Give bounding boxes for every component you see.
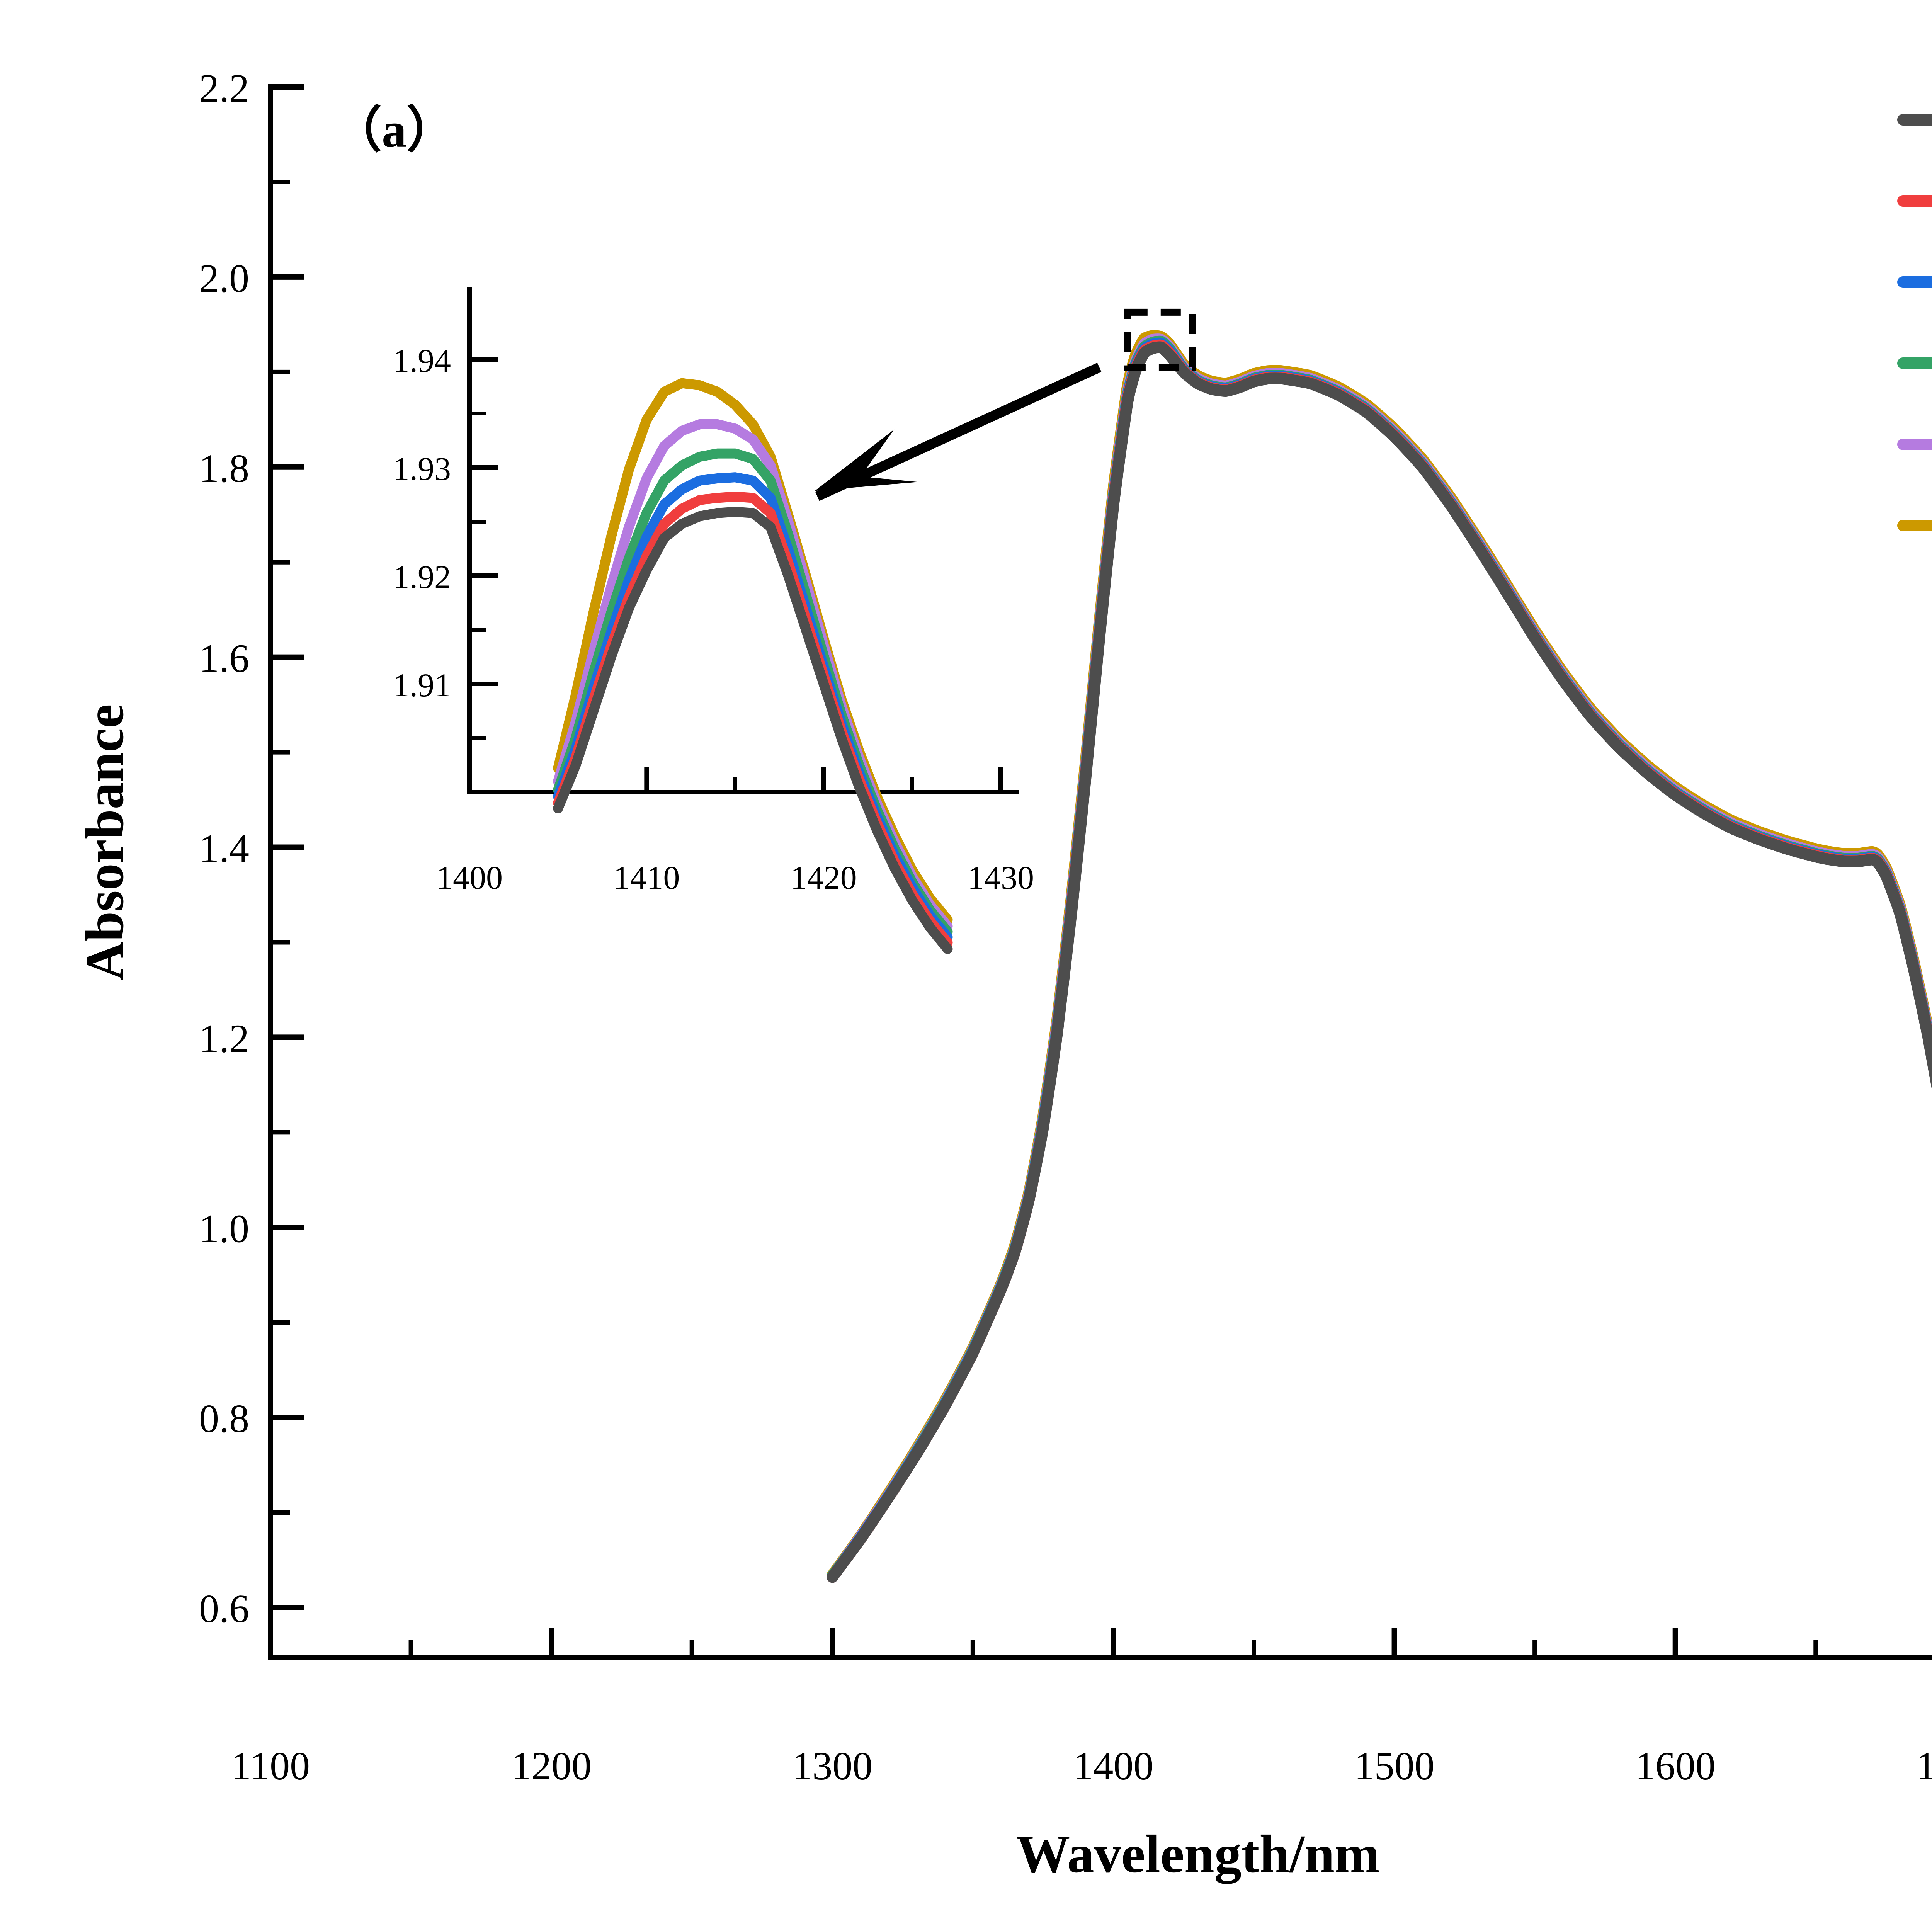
y-tick-label: 1.0 (199, 1206, 249, 1251)
legend-item[interactable]: 36℃ (1897, 260, 1932, 308)
y-tick-label: 2.0 (199, 256, 249, 301)
highlight-box (1124, 308, 1196, 371)
y-tick-label: 1.8 (199, 446, 249, 491)
main-curve (827, 337, 1932, 1583)
x-axis-title: Wavelength/nm (1016, 1824, 1379, 1884)
y-tick-label: 0.6 (199, 1587, 249, 1631)
main-curve (827, 330, 1932, 1581)
inset-x-tick-label: 1420 (791, 859, 857, 896)
inset-y-tick-label: 1.94 (393, 342, 451, 379)
main-curve (827, 339, 1932, 1583)
panel-label: （a） (332, 103, 456, 158)
main-curve (827, 341, 1932, 1583)
inset-y-ticks (469, 357, 498, 740)
y-tick-label: 0.8 (199, 1396, 249, 1441)
main-axes (268, 84, 1932, 1660)
y-tick-label: 2.2 (199, 66, 249, 111)
inset-curves (553, 378, 953, 954)
inset-x-tick-label: 1410 (613, 859, 680, 896)
inset-curve (553, 507, 953, 954)
main-x-tick-labels: 11001200130014001500160017001800 (231, 1744, 1932, 1788)
main-curve (827, 335, 1932, 1582)
inset-y-tick-labels: 1.91 1.92 1.93 1.94 (393, 342, 451, 704)
x-tick-label: 1600 (1635, 1744, 1716, 1788)
annotation-arrow-icon (815, 362, 1102, 501)
inset-x-ticks (467, 767, 1003, 792)
inset-x-tick-label: 1430 (968, 859, 1034, 896)
inset-x-tick-label: 1400 (436, 859, 503, 896)
main-curve (827, 333, 1932, 1582)
main-x-ticks (268, 1628, 1818, 1658)
arrow-head-icon (815, 429, 918, 491)
y-axis-title: Absorbance (75, 704, 135, 981)
y-tick-label: 1.4 (199, 827, 249, 871)
legend-item[interactable]: 37℃ (1897, 341, 1932, 389)
zoom-highlight-box (1124, 308, 1196, 371)
inset-plot-group: 1400 1410 1420 1430 1.91 1.92 1.93 1.94 (393, 287, 1034, 954)
inset-axes (467, 287, 1019, 794)
inset-y-tick-label: 1.91 (393, 667, 451, 704)
main-plot-group: 11001200130014001500160017001800 0.60.81… (199, 66, 1932, 1788)
legend: 34℃ 35℃ 36℃ 37℃ 38℃ 39℃ (1897, 98, 1932, 551)
x-tick-label: 1500 (1354, 1744, 1435, 1788)
main-y-ticks (270, 84, 304, 1610)
y-tick-label: 1.6 (199, 636, 249, 681)
arrow-shaft (815, 362, 1102, 501)
legend-item[interactable]: 39℃ (1897, 503, 1932, 551)
main-y-tick-labels: 0.6 0.8 1.0 1.2 1.4 1.6 1.8 2.0 2.2 (199, 66, 249, 1631)
x-tick-label: 1700 (1916, 1744, 1932, 1788)
x-tick-label: 1400 (1073, 1744, 1153, 1788)
x-tick-label: 1200 (511, 1744, 592, 1788)
x-tick-label: 1100 (231, 1744, 310, 1788)
inset-y-tick-label: 1.93 (393, 450, 451, 487)
inset-x-tick-labels: 1400 1410 1420 1430 (436, 859, 1034, 896)
legend-item[interactable]: 34℃ (1897, 98, 1932, 146)
legend-item[interactable]: 35℃ (1897, 179, 1932, 227)
main-axis-lines (268, 84, 1932, 1660)
legend-item[interactable]: 38℃ (1897, 422, 1932, 470)
inset-axis-lines (467, 287, 1019, 794)
y-tick-label: 1.2 (199, 1016, 249, 1061)
inset-y-tick-label: 1.92 (393, 558, 451, 595)
x-tick-label: 1300 (792, 1744, 872, 1788)
main-curves (827, 330, 1932, 1583)
